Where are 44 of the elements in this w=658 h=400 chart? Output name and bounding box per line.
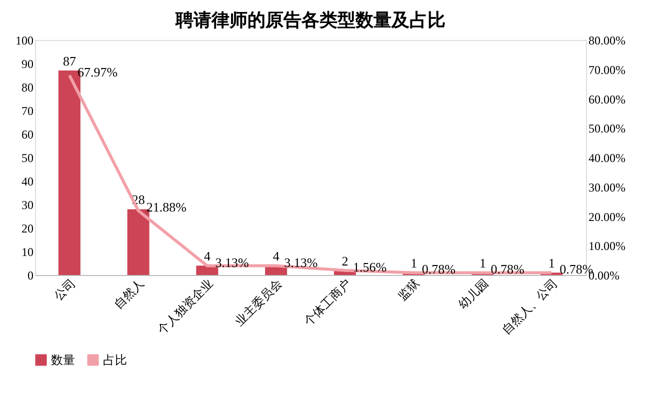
x-tick-label: 监狱 — [395, 276, 422, 303]
x-tick-label: 幼儿园 — [456, 276, 492, 312]
y2-tick-label: 70.00% — [588, 62, 626, 77]
y-tick-label: 100 — [16, 34, 34, 48]
legend-label: 占比 — [103, 353, 127, 367]
chart-title: 聘请律师的原告各类型数量及占比 — [174, 10, 446, 30]
legend-label: 数量 — [51, 353, 75, 367]
data-label: 1 — [410, 256, 418, 271]
data-label: 3.13% — [215, 254, 249, 270]
y-tick-label: 50 — [22, 151, 34, 165]
y-tick-label: 70 — [22, 104, 34, 118]
data-label: 1 — [548, 256, 555, 271]
data-label: 0.78% — [490, 262, 524, 277]
x-tick-label: 自然人 — [111, 276, 147, 312]
y-tick-label: 60 — [22, 128, 34, 142]
data-label: 4 — [272, 248, 280, 264]
y-tick-label: 10 — [22, 245, 34, 259]
y2-tick-label: 10.00% — [588, 239, 626, 254]
data-label: 4 — [204, 248, 211, 264]
y2-tick-label: 50.00% — [588, 122, 626, 136]
data-label: 21.88% — [146, 200, 187, 215]
data-label: 3.13% — [284, 254, 318, 270]
data-label: 87 — [62, 54, 76, 69]
x-tick-label: 业主委员会 — [232, 276, 285, 328]
y2-tick-label: 30.00% — [588, 180, 626, 194]
x-tick-label: 公司 — [51, 276, 78, 303]
y-tick-label: 90 — [22, 57, 34, 71]
x-tick-label: 个体工商户 — [301, 276, 354, 328]
data-label: 1.56% — [352, 259, 387, 274]
data-label: 0.78% — [422, 262, 456, 277]
data-label: 2 — [342, 253, 348, 268]
y-tick-label: 20 — [22, 222, 34, 236]
y2-tick-label: 40.00% — [588, 151, 626, 165]
x-tick-label: 自然人、公司 — [499, 276, 560, 337]
y-tick-label: 30 — [22, 198, 34, 212]
y2-tick-label: 20.00% — [588, 210, 626, 224]
x-tick-label: 个人独资企业 — [154, 276, 216, 337]
y2-tick-label: 60.00% — [588, 92, 626, 106]
data-label: 1 — [479, 256, 486, 271]
y-tick-label: 80 — [22, 80, 34, 94]
data-label: 67.97% — [77, 64, 118, 80]
y-tick-label: 0 — [28, 268, 34, 282]
y-tick-label: 40 — [22, 174, 34, 188]
y2-tick-label: 80.00% — [588, 34, 626, 48]
